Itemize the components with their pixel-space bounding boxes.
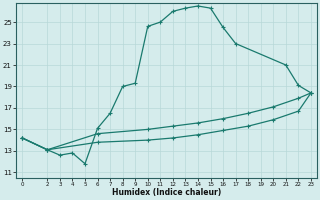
X-axis label: Humidex (Indice chaleur): Humidex (Indice chaleur) bbox=[112, 188, 221, 197]
